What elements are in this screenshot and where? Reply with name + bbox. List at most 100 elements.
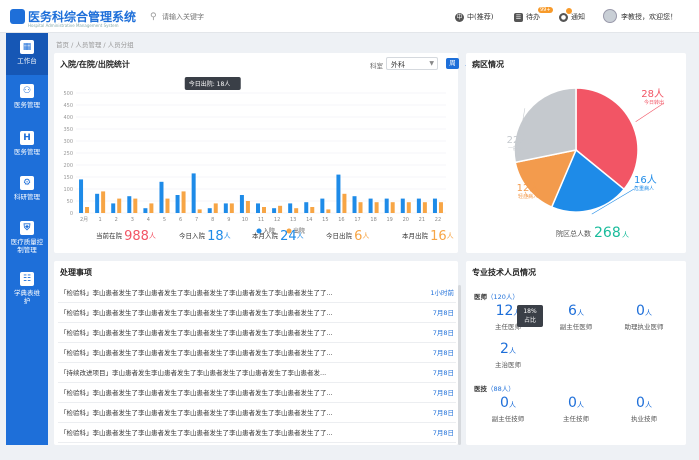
bar-admit[interactable] — [320, 198, 325, 213]
tooltip-text: 今日出院: 18人 — [189, 80, 231, 88]
y-tick-label: 100 — [63, 187, 73, 193]
bar-admit[interactable] — [384, 198, 389, 213]
task-row[interactable]: 「检验科」李山患者发生了李山患者发生了李山患者发生了李山患者发生了李山患者发生了… — [58, 323, 456, 343]
bar-admit[interactable] — [159, 181, 164, 213]
y-tick-label: 450 — [63, 103, 73, 109]
bar-admit[interactable] — [95, 193, 100, 213]
bar-admit[interactable] — [191, 173, 196, 213]
staff-chief-technician[interactable]: 0人 主任技师 — [546, 395, 606, 423]
user-greeting[interactable]: 李教授，欢迎您！ — [621, 13, 677, 21]
bar-discharge[interactable] — [390, 202, 395, 213]
bar-discharge[interactable] — [213, 203, 218, 213]
task-date: 7月8日 — [432, 309, 454, 317]
bar-discharge[interactable] — [133, 198, 138, 213]
sidebar: ▦ 工作台 ⚇ 医务管理 H 医务管理 ⚙ 科研管理 ⛨ 医疗质量控制管理 ☷ … — [6, 33, 48, 445]
staff-unit: 人 — [644, 309, 652, 317]
staff-deputy-chief-physician[interactable]: 6人 副主任医师 — [546, 303, 606, 331]
bar-discharge[interactable] — [278, 205, 283, 213]
bar-admit[interactable] — [223, 203, 228, 213]
ward-title: 病区情况 — [472, 60, 504, 69]
bar-admit[interactable] — [368, 198, 373, 213]
bar-admit[interactable] — [416, 198, 421, 213]
task-row[interactable]: 「持续改进项目」李山患者发生李山患者发生了李山患者发生了李山患者发生了李山患者发… — [58, 363, 456, 383]
bar-discharge[interactable] — [406, 202, 411, 213]
avatar[interactable] — [603, 9, 617, 23]
bar-discharge[interactable] — [165, 198, 170, 213]
bar-discharge[interactable] — [245, 201, 250, 213]
x-tick-label: 1 — [99, 217, 102, 223]
bar-discharge[interactable] — [358, 202, 363, 213]
bar-admit[interactable] — [143, 208, 148, 213]
bar-discharge[interactable] — [422, 202, 427, 213]
bar-admit[interactable] — [336, 174, 341, 213]
staff-label: 主任医师 — [495, 323, 521, 331]
bar-admit[interactable] — [256, 203, 260, 213]
task-row[interactable]: 「检验科」李山患者发生了李山患者发生了李山患者发生了李山患者发生了李山患者发生了… — [58, 423, 456, 443]
bar-discharge[interactable] — [438, 202, 443, 213]
x-tick-label: 20 — [403, 217, 409, 223]
bar-discharge[interactable] — [101, 191, 106, 213]
x-tick-label: 19 — [387, 217, 393, 223]
bar-admit[interactable] — [288, 203, 293, 213]
nav-notice[interactable]: ● 通知 — [559, 8, 585, 24]
bar-discharge[interactable] — [197, 209, 202, 213]
staff-chief-physician[interactable]: 12人 主任医师 — [478, 303, 538, 331]
bar-admit[interactable] — [111, 203, 116, 213]
bar-discharge[interactable] — [149, 203, 154, 213]
x-tick-label: 6 — [179, 217, 182, 223]
task-row[interactable]: 「检验科」李山患者发生了李山患者发生了李山患者发生了李山患者发生了李山患者发生了… — [58, 343, 456, 363]
bar-discharge[interactable] — [342, 193, 347, 213]
bar-discharge[interactable] — [374, 202, 379, 213]
bar-discharge[interactable] — [294, 208, 299, 213]
search-box[interactable]: ⚲ — [150, 11, 270, 23]
bar-discharge[interactable] — [262, 207, 266, 213]
x-tick-label: 2月 — [80, 217, 88, 223]
sidebar-item-dictionary[interactable]: ☷ 学典表维护 — [6, 265, 48, 311]
bar-admit[interactable] — [127, 196, 132, 213]
task-row[interactable]: 「检验科」李山患者发生了李山患者发生了李山患者发生了李山患者发生了李山患者发生了… — [58, 403, 456, 423]
bar-admit[interactable] — [400, 198, 405, 213]
doctor-section-label: 医师（120人） — [474, 291, 519, 301]
task-text: 「检验科」李山患者发生了李山患者发生了李山患者发生了李山患者发生了李山患者发生了… — [60, 289, 333, 297]
bar-discharge[interactable] — [326, 209, 331, 213]
sidebar-item-workbench[interactable]: ▦ 工作台 — [6, 33, 48, 75]
bar-admit[interactable] — [272, 208, 277, 213]
pie-slice[interactable] — [514, 148, 578, 209]
staff-deputy-chief-technician[interactable]: 0人 副主任技师 — [478, 395, 538, 423]
task-date: 7月8日 — [432, 389, 454, 397]
pie-slice[interactable] — [575, 87, 639, 191]
bar-discharge[interactable] — [117, 198, 122, 213]
bar-admit[interactable] — [352, 196, 357, 213]
search-input[interactable] — [162, 11, 262, 23]
bar-discharge[interactable] — [85, 207, 90, 213]
task-row[interactable]: 「检验科」李山患者发生了李山患者发生了李山患者发生了李山患者发生了李山患者发生了… — [58, 383, 456, 403]
dept-select[interactable]: 外科 ▼ — [386, 57, 438, 70]
staff-attending-physician[interactable]: 2人 主治医师 — [478, 341, 538, 369]
tasks-scrollbar[interactable] — [458, 285, 461, 445]
bar-admit[interactable] — [239, 195, 244, 213]
staff-licensed-technician[interactable]: 0人 执业技师 — [614, 395, 674, 423]
pie-slice[interactable] — [513, 87, 577, 164]
nav-language[interactable]: 中中(推荐) — [455, 12, 493, 24]
nav-todo[interactable]: ☰ 待办 99+ — [514, 7, 553, 24]
task-row[interactable]: 「检验科」李山患者发生了李山患者发生了李山患者发生了李山患者发生了李山患者发生了… — [58, 303, 456, 323]
sidebar-item-hospital[interactable]: H 医务管理 — [6, 124, 48, 166]
bar-discharge[interactable] — [181, 191, 186, 213]
bar-discharge[interactable] — [229, 203, 234, 213]
stat-value: 6 — [354, 229, 363, 244]
sidebar-item-quality[interactable]: ⛨ 医疗质量控制管理 — [6, 214, 48, 260]
bar-admit[interactable] — [175, 195, 180, 213]
sidebar-item-medical[interactable]: ⚇ 医务管理 — [6, 77, 48, 119]
sidebar-item-research[interactable]: ⚙ 科研管理 — [6, 169, 48, 211]
pie-slice-label: 危重病人 — [634, 185, 654, 192]
staff-assistant-physician[interactable]: 0人 助理执业医师 — [614, 303, 674, 331]
x-tick-label: 8 — [211, 217, 214, 223]
toggle-week[interactable]: 周 — [446, 58, 459, 69]
y-tick-label: 250 — [63, 151, 73, 157]
bar-admit[interactable] — [207, 208, 212, 213]
bar-admit[interactable] — [79, 179, 84, 213]
bar-discharge[interactable] — [310, 207, 315, 213]
bar-admit[interactable] — [304, 202, 309, 213]
bar-admit[interactable] — [432, 198, 437, 213]
task-row[interactable]: 「检验科」李山患者发生了李山患者发生了李山患者发生了李山患者发生了李山患者发生了… — [58, 283, 456, 303]
